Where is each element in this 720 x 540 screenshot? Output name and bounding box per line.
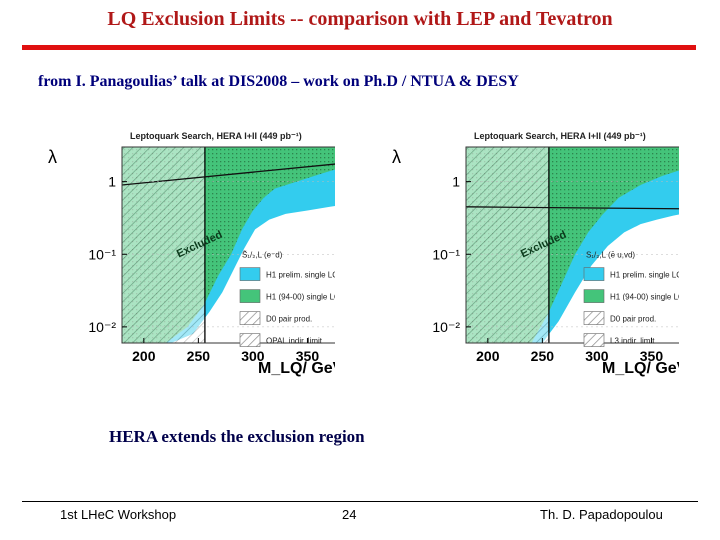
legend-entry: D0 pair prod. [610, 315, 656, 324]
pair-production-region [122, 147, 205, 343]
x-tick-label: 350 [640, 348, 664, 364]
x-tick-label: 300 [585, 348, 609, 364]
chart-svg: Leptoquark Search, HERA I+II (449 pb⁻¹)E… [48, 131, 335, 377]
footer-divider [22, 501, 698, 502]
x-tick-label: 250 [187, 348, 211, 364]
chart-title: Leptoquark Search, HERA I+II (449 pb⁻¹) [474, 131, 646, 141]
x-axis-label: M_LQ/ GeV [258, 360, 335, 377]
legend-header: S̃₁/₂,L (e⁻d) [242, 251, 283, 260]
title-underline [22, 45, 696, 50]
legend-entry: H1 prelim. single LQ [266, 271, 335, 280]
chart-svg: Leptoquark Search, HERA I+II (449 pb⁻¹)E… [392, 131, 679, 377]
legend-swatch [583, 267, 605, 281]
legend-swatch [239, 267, 261, 281]
legend-swatch [583, 333, 605, 347]
plot-area [466, 147, 679, 343]
x-tick-label: 250 [531, 348, 555, 364]
summary-note: HERA extends the exclusion region [109, 427, 365, 446]
chart-title: Leptoquark Search, HERA I+II (449 pb⁻¹) [130, 131, 302, 141]
x-tick-label: 350 [296, 348, 320, 364]
y-tick-label: 10⁻² [88, 319, 116, 335]
slide-subtitle: from I. Panagoulias’ talk at DIS2008 – w… [38, 73, 519, 90]
pair-production-region [466, 147, 549, 343]
x-tick-label: 200 [476, 348, 500, 364]
plot-area [122, 147, 335, 343]
footer-event: 1st LHeC Workshop [60, 507, 177, 522]
y-tick-label: 10⁻¹ [88, 246, 116, 262]
legend-swatch [583, 289, 605, 303]
legend-swatch [239, 333, 261, 347]
legend-entry: H1 (94-00) single LQ [266, 293, 335, 302]
indirect-limit-line [466, 206, 679, 210]
legend-entry: OPAL indir. limit [266, 337, 323, 346]
legend-entry: H1 (94-00) single LQ [610, 293, 679, 302]
y-tick-label: 10⁻² [432, 319, 460, 335]
x-tick-label: 200 [132, 348, 156, 364]
x-axis-label: M_LQ/ GeV [602, 360, 679, 377]
y-axis-label: λ [48, 147, 57, 167]
lq-exclusion-plot-left: Leptoquark Search, HERA I+II (449 pb⁻¹) E… [40, 121, 335, 391]
slide-title: LQ Exclusion Limits -- comparison with L… [107, 8, 613, 30]
legend-swatch [583, 311, 605, 325]
legend-entry: H1 prelim. single LQ [610, 271, 679, 280]
y-tick-label: 10⁻¹ [432, 246, 460, 262]
y-axis-label: λ [392, 147, 401, 167]
legend-swatch [239, 289, 261, 303]
legend-entry: D0 pair prod. [266, 315, 312, 324]
legend-swatch [239, 311, 261, 325]
y-tick-label: 1 [452, 174, 460, 190]
legend-header: S₁/₂,L (ē u,vd) [586, 251, 635, 260]
footer-page-number: 24 [342, 507, 357, 522]
indirect-limit-line [122, 163, 335, 186]
legend-entry: L3 indir. limit [610, 337, 655, 346]
x-tick-label: 300 [241, 348, 265, 364]
lq-exclusion-plot-right: Leptoquark Search, HERA I+II (449 pb⁻¹) E… [384, 121, 679, 391]
footer-author: Th. D. Papadopoulou [540, 507, 663, 522]
y-tick-label: 1 [108, 174, 116, 190]
